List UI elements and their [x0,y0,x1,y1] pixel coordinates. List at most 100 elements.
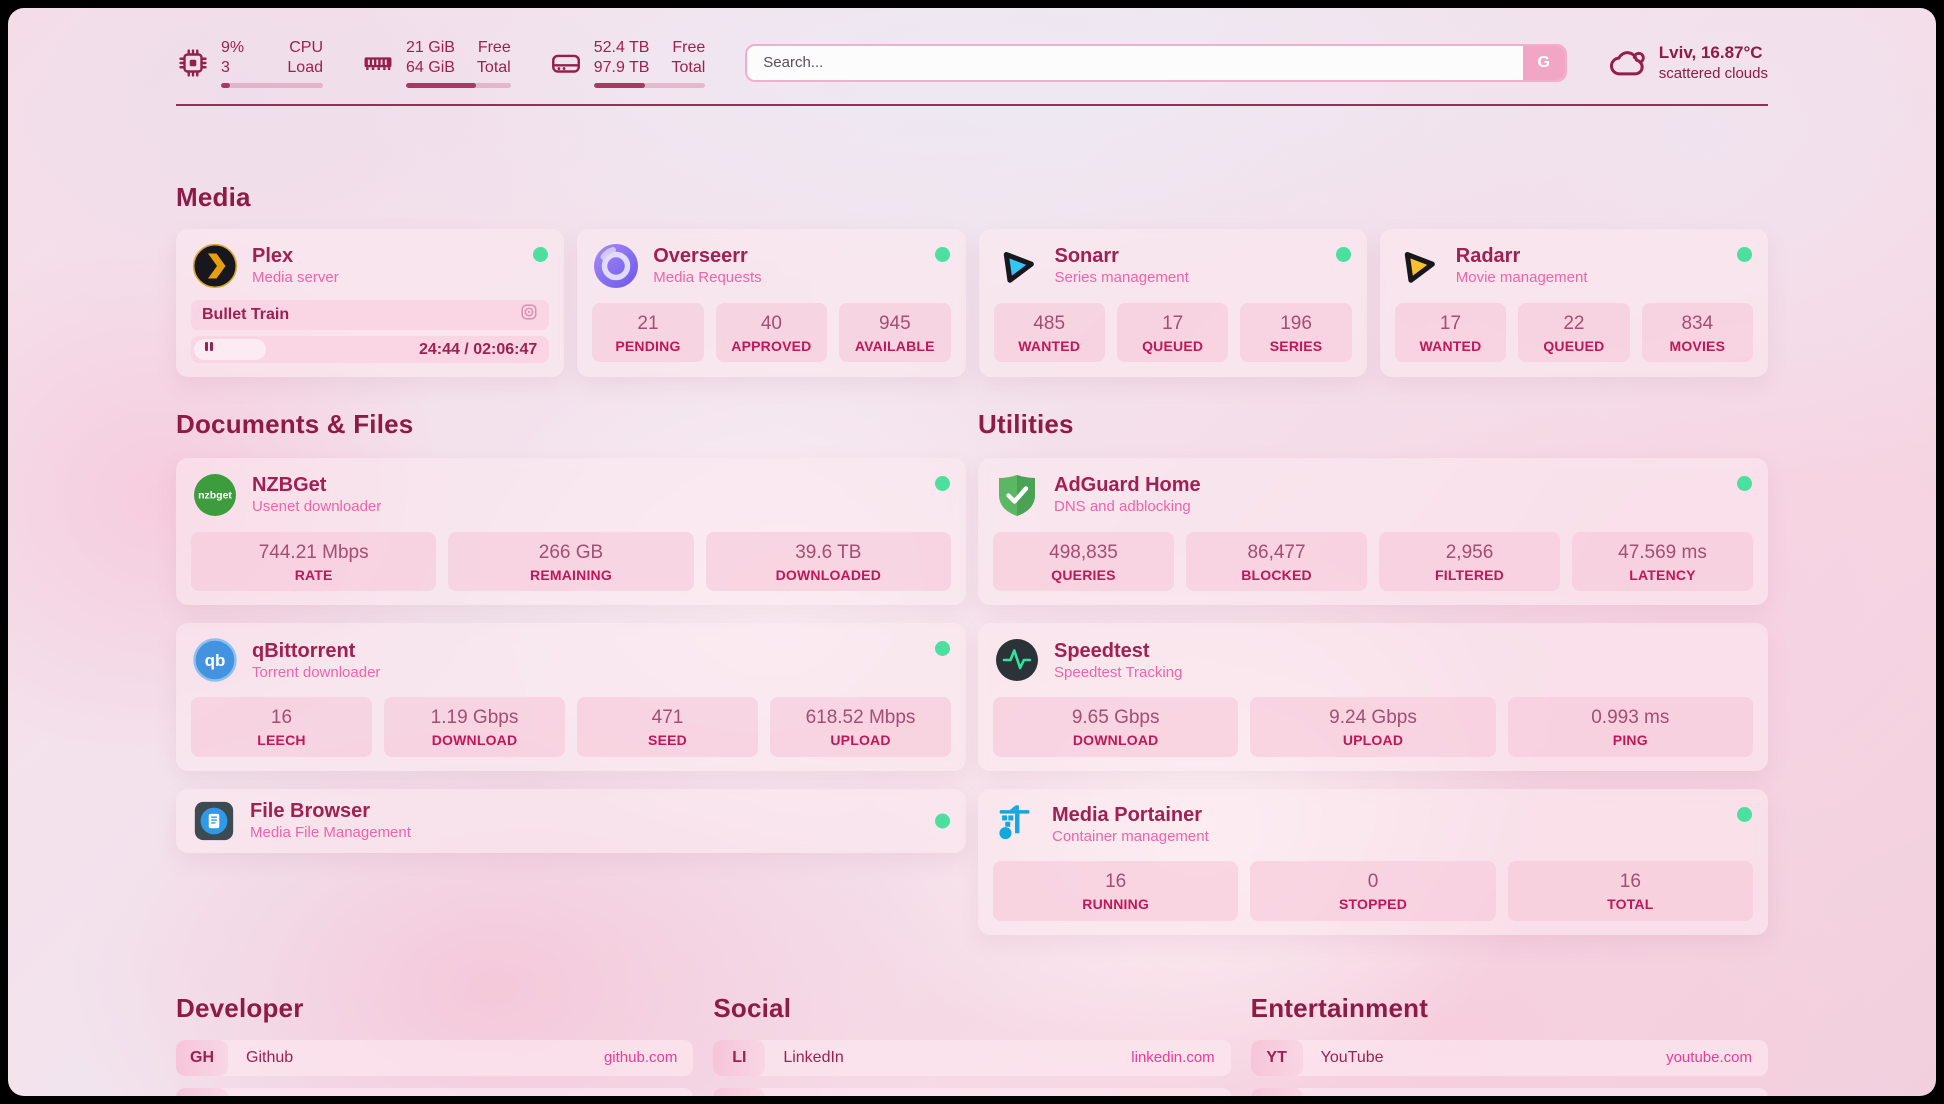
system-widget-cpu: 9% 3 CPU Load [176,38,323,88]
section-title-social: Social [713,992,792,1023]
app-card-sonarr[interactable]: Sonarr Series management 485 WANTED 17 QUEUED… [978,228,1367,377]
bookmark-netflix[interactable]: NFNetflixnetflix.com [1250,1087,1768,1096]
memory-progress-bar [406,82,511,88]
bookmark-twitter[interactable]: TWTwittertwitter.com [713,1087,1231,1096]
stat-box-download: 1.19 Gbps DOWNLOAD [384,697,565,757]
bookmark-url: netflix.com [1680,1088,1768,1096]
stat-value: 498,835 [1049,541,1118,563]
stat-label: FILTERED [1434,566,1504,583]
record-icon [520,303,538,326]
app-card-overseerr[interactable]: Overseerr Media Requests 21 PENDING 40 APPROV… [577,228,966,377]
app-title: Media Portainer [1052,804,1203,827]
app-description: DNS and adblocking [1054,498,1191,516]
app-card-qbittorrent[interactable]: qb qBittorrent Torrent downloader 16 LEECH 1.… [176,623,966,771]
bookmark-section-social: Social LI LinkedIn linkedin.com TWTwittertwi… [713,992,1231,1096]
app-description: Media File Management [250,824,411,842]
search-button[interactable]: G [1522,45,1565,80]
system-widget-disk: 52.4 TB 97.9 TB Free Total [549,38,706,88]
documents-cards: nzbget NZBGet Usenet downloader 744.21 Mbps… [176,457,966,853]
bookmark-abbr: GH [176,1039,228,1076]
stat-box-filtered: 2,956 FILTERED [1379,531,1560,592]
utilities-cards: AdGuard Home DNS and adblocking 498,835 QUE… [978,457,1768,935]
cpu-icon [176,46,210,80]
stat-box-running: 16 RUNNING [993,861,1239,921]
stat-box-stopped: 0 STOPPED [1250,861,1496,921]
stat-value: 1.19 Gbps [430,707,519,729]
stat-label: RATE [294,566,333,583]
stat-value: 9.24 Gbps [1329,707,1417,729]
status-online-dot [935,475,950,491]
stat-label: PING [1612,732,1648,749]
bookmark-section-entertainment: Entertainment YT YouTube youtube.com NFNetfl… [1250,993,1768,1096]
disk-progress-bar [593,82,706,88]
stat-label: TOTAL [1607,895,1654,912]
bookmark-section-developer: Developer GH Github github.com SOStackOverfl… [176,993,694,1096]
stat-box-wanted: 485 WANTED [993,302,1105,363]
bookmark-stackoverflow[interactable]: SOStackOverflowstackoverflow.com [176,1087,694,1096]
stat-box-movies: 834 MOVIES [1641,302,1754,363]
cpu-labels: CPU Load [287,39,323,77]
stat-box-rate: 744.21 Mbps RATE [191,531,437,592]
stat-value: 40 [760,312,782,334]
app-card-media-portainer[interactable]: Media Portainer Container management 16 RUN… [978,789,1768,935]
bookmark-url: github.com [603,1049,678,1067]
stat-label: PENDING [615,337,681,354]
disk-values: 52.4 TB 97.9 TB [593,39,650,77]
dashboard-window: 9% 3 CPU Load 21 GiB 64 GiB Free Total 52.4 TB 97… [8,8,1936,1096]
nzbget-icon: nzbget [191,471,239,519]
stat-value: 16 [1619,871,1641,892]
svg-text:nzbget: nzbget [198,489,232,501]
stat-label: DOWNLOAD [1072,732,1159,749]
sonarr-icon [994,242,1042,290]
qbittorrent-icon: qb [191,636,239,684]
stat-value: 0 [1367,871,1379,892]
pause-icon [203,340,215,358]
app-card-adguard-home[interactable]: AdGuard Home DNS and adblocking 498,835 QUE… [978,457,1768,606]
app-card-plex[interactable]: Plex Media server Bullet Train 24:44 / 02:0… [176,228,565,377]
app-stats: 9.65 Gbps DOWNLOAD 9.24 Gbps UPLOAD 0.993 ms… [993,697,1753,757]
app-card-nzbget[interactable]: nzbget NZBGet Usenet downloader 744.21 Mbps… [176,457,966,606]
system-widget-memory: 21 GiB 64 GiB Free Total [361,38,511,88]
bookmark-url: youtube.com [1666,1049,1752,1067]
stat-box-pending: 21 PENDING [592,302,704,363]
app-title: qBittorrent [252,639,356,662]
stat-box-series: 196 SERIES [1240,302,1352,363]
section-media: Media Plex Media server Bullet Train 24:44 … [176,182,1768,377]
stat-value: 16 [1105,871,1127,892]
stat-value: 22 [1563,312,1585,334]
stat-value: 485 [1033,312,1066,334]
app-card-radarr[interactable]: Radarr Movie management 17 WANTED 22 QUEUED 83… [1379,228,1768,377]
bookmark-github[interactable]: GH Github github.com [176,1039,694,1076]
status-online-dot [1737,246,1752,262]
svg-text:qb: qb [205,651,226,670]
app-description: Movie management [1455,269,1588,287]
stat-value: 39.6 TB [795,541,862,563]
stat-box-upload: 9.24 Gbps UPLOAD [1250,697,1496,757]
search-form[interactable]: G [745,43,1567,82]
search-input[interactable] [747,45,1523,80]
stat-value: 17 [1439,312,1462,334]
status-online-dot [533,246,549,262]
memory-labels: Free Total [476,39,511,77]
app-title: AdGuard Home [1054,474,1201,497]
bookmark-youtube[interactable]: YT YouTube youtube.com [1250,1039,1768,1076]
app-stats: 21 PENDING 40 APPROVED 945 AVAILABLE [592,302,951,363]
bookmark-abbr: NF [1250,1087,1303,1096]
app-card-file-browser[interactable]: File Browser Media File Management [176,789,966,853]
status-online-dot [935,813,950,829]
bookmark-abbr: SO [176,1087,228,1096]
header-divider [176,103,1768,106]
app-description: Container management [1052,828,1209,846]
app-title: Radarr [1455,245,1521,268]
top-bar: 9% 3 CPU Load 21 GiB 64 GiB Free Total 52.4 TB 97… [176,38,1768,88]
stat-value: 86,477 [1247,541,1306,563]
app-title: File Browser [250,800,371,823]
cpu-values: 9% 3 [221,39,245,77]
app-card-speedtest[interactable]: Speedtest Speedtest Tracking 9.65 Gbps DOWN… [978,623,1768,771]
stat-value: 471 [651,707,684,729]
stat-label: UPLOAD [830,732,891,749]
app-title: Overseerr [653,245,748,268]
bookmark-linkedin[interactable]: LI LinkedIn linkedin.com [713,1039,1231,1076]
stat-value: 47.569 ms [1618,541,1707,563]
stat-value: 17 [1162,312,1184,334]
